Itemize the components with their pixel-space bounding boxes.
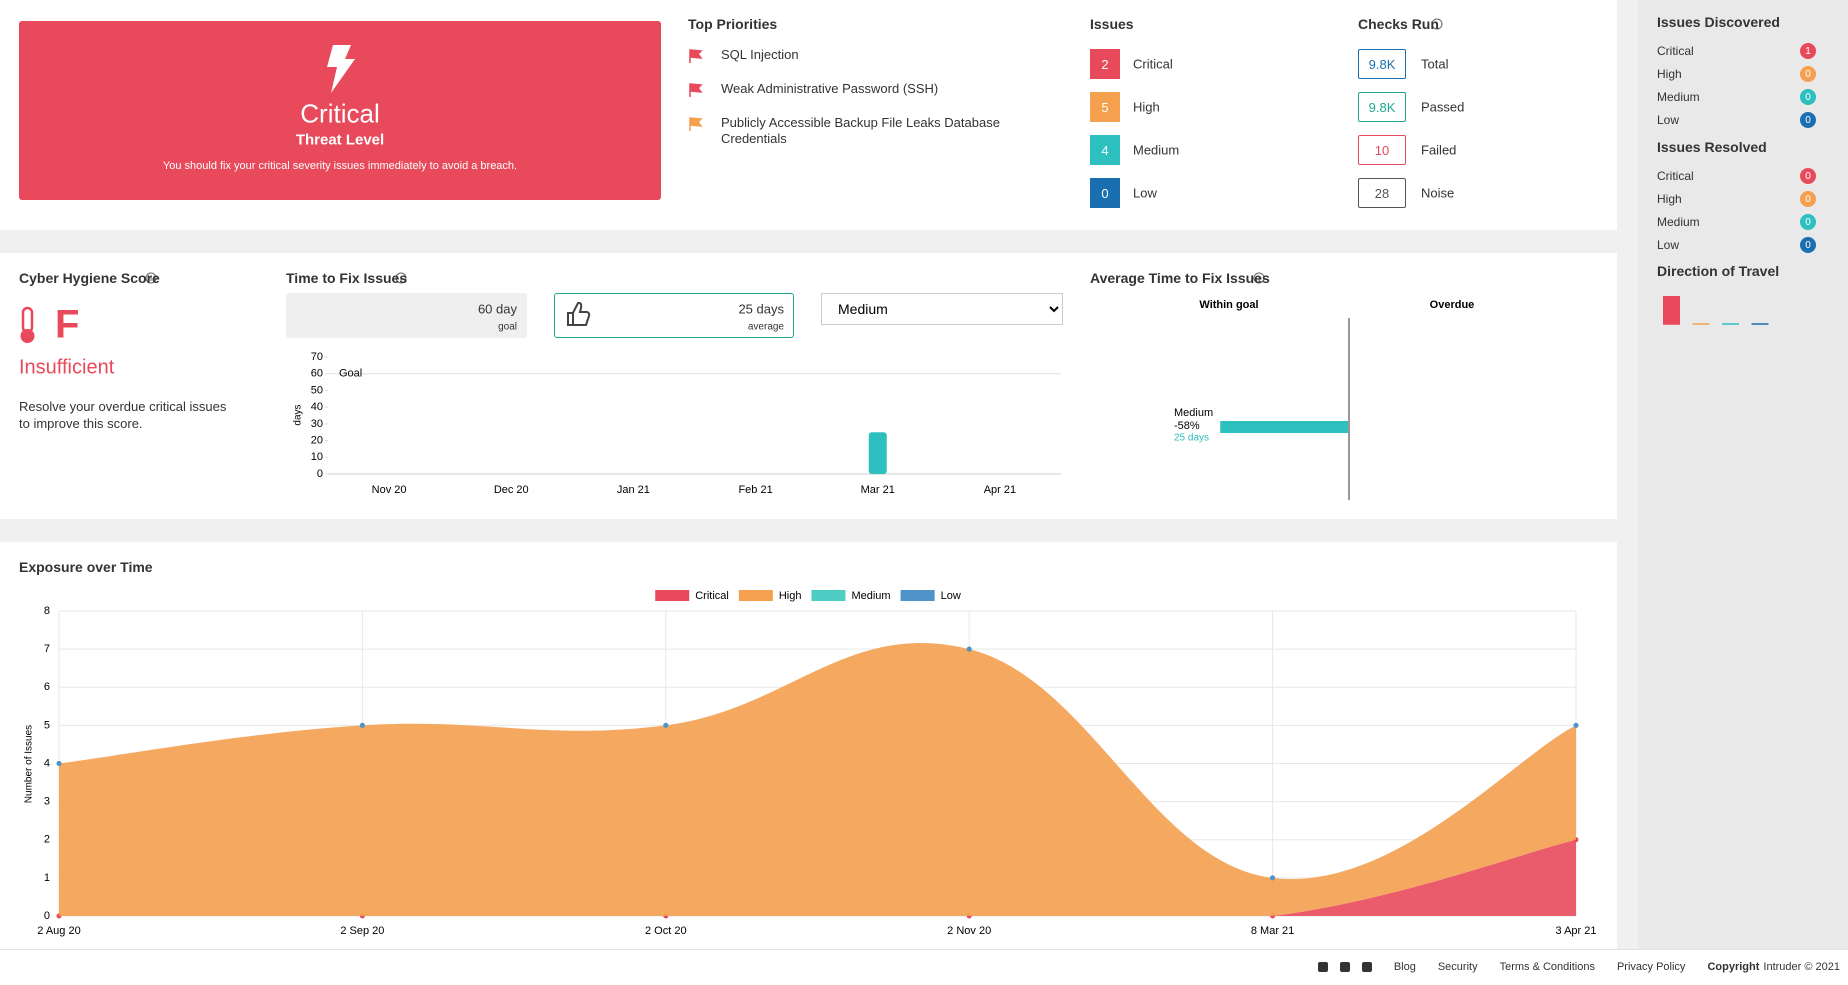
twitter-icon — [1317, 962, 1328, 972]
badge: 0 — [1800, 89, 1816, 105]
hygiene-message: Resolve your overdue critical issues to … — [19, 399, 227, 431]
middle-card — [0, 253, 1617, 519]
issue-count: 5 — [1090, 92, 1120, 122]
linkedin-icon — [1361, 962, 1372, 972]
sidebar-label: Critical — [1657, 169, 1694, 183]
sidebar-label: High — [1657, 192, 1682, 206]
check-value: 9.8K — [1358, 92, 1406, 122]
issue-label: Medium — [1133, 142, 1180, 158]
threat-label: Threat Level — [295, 131, 385, 149]
facebook-icon — [1339, 962, 1350, 972]
threat-box — [19, 21, 661, 200]
badge: 0 — [1800, 237, 1816, 253]
sidebar-label: Low — [1657, 113, 1680, 127]
average-box — [554, 293, 794, 338]
sidebar-title: Issues Discovered — [1657, 14, 1780, 30]
badge: 0 — [1800, 168, 1816, 184]
section-title: Cyber Hygiene Score — [19, 270, 160, 286]
priority-item: Weak Administrative Password (SSH) — [721, 81, 939, 96]
sidebar-label: High — [1657, 67, 1682, 81]
issue-label: Low — [1133, 185, 1157, 201]
check-value: 10 — [1358, 135, 1406, 165]
issue-label: Critical — [1133, 56, 1173, 72]
goal-box — [286, 293, 527, 338]
check-label: Passed — [1421, 99, 1465, 115]
footer-link[interactable]: Blog — [1393, 961, 1416, 973]
goal-label: goal — [498, 321, 517, 333]
threat-message: You should fix your critical severity is… — [162, 160, 518, 172]
section-title: Checks Run — [1358, 16, 1439, 32]
goal-value: 60 day — [477, 301, 517, 317]
issue-count: 2 — [1090, 49, 1120, 79]
sidebar-label: Low — [1657, 238, 1680, 252]
badge: 0 — [1800, 66, 1816, 82]
sidebar — [1638, 0, 1848, 949]
sidebar-title: Direction of Travel — [1657, 263, 1780, 279]
section-title: Issues — [1090, 16, 1134, 32]
check-label: Failed — [1421, 142, 1457, 158]
footer-link[interactable]: Terms & Conditions — [1499, 961, 1595, 973]
section-title: Exposure over Time — [19, 559, 153, 575]
sidebar-label: Medium — [1657, 90, 1700, 104]
badge: 0 — [1800, 214, 1816, 230]
lightning-icon — [327, 45, 355, 93]
section-title: Average Time to Fix Issues — [1090, 270, 1270, 286]
sidebar-label: Critical — [1657, 44, 1694, 58]
badge: 0 — [1800, 112, 1816, 128]
hygiene-grade: F — [55, 302, 80, 347]
issue-count: 0 — [1090, 178, 1120, 208]
badge: 1 — [1800, 43, 1816, 59]
footer-link[interactable]: Privacy Policy — [1616, 961, 1686, 973]
issue-count: 4 — [1090, 135, 1120, 165]
sidebar-title: Issues Resolved — [1657, 139, 1767, 155]
section-title: Top Priorities — [688, 16, 778, 32]
section-title: Time to Fix Issues — [286, 270, 408, 286]
check-value: 9.8K — [1358, 49, 1406, 79]
priority-item: SQL Injection — [721, 47, 799, 62]
footer-link[interactable]: Security — [1437, 961, 1478, 973]
average-label: average — [747, 321, 784, 333]
check-value: 28 — [1358, 178, 1406, 208]
badge: 0 — [1800, 191, 1816, 207]
severity-select[interactable]: Medium — [821, 293, 1063, 325]
threat-level: Critical — [300, 98, 380, 129]
copyright-label: Copyright — [1707, 961, 1760, 973]
check-label: Noise — [1421, 185, 1455, 201]
priority-item: Publicly Accessible Backup File Leaks Da… — [721, 115, 1000, 146]
bottom-card — [0, 542, 1617, 949]
sidebar-label: Medium — [1657, 215, 1700, 229]
footer-links: Blog Security Terms & Conditions Privacy Po… — [1317, 949, 1840, 985]
issue-label: High — [1133, 99, 1160, 115]
footer — [0, 949, 1848, 985]
hygiene-status: Insufficient — [19, 356, 115, 379]
social-icons — [1317, 962, 1372, 972]
average-value: 25 days — [738, 301, 784, 317]
copyright: Copyright Intruder © 2021 — [1707, 961, 1840, 973]
check-label: Total — [1421, 56, 1449, 72]
copyright-owner: Intruder © 2021 — [1763, 961, 1840, 973]
